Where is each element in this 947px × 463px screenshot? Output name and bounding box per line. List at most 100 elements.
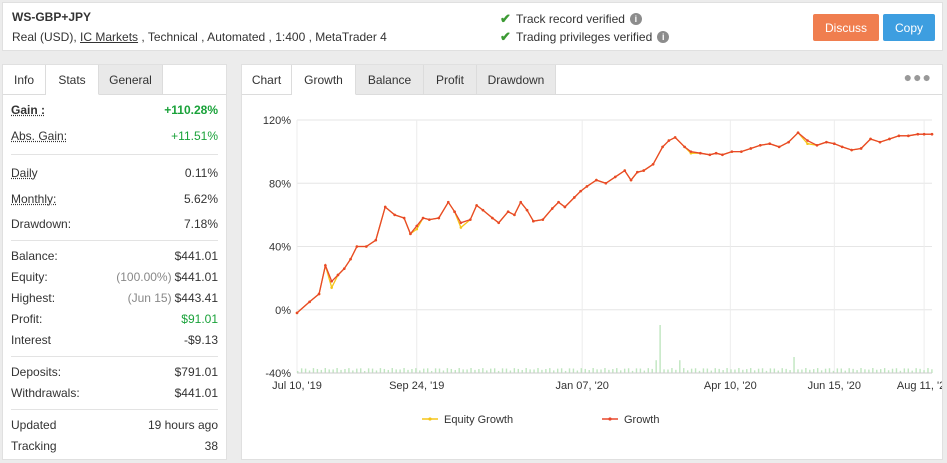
volume-bar [411, 369, 413, 373]
discuss-button[interactable]: Discuss [813, 14, 879, 41]
volume-bar [442, 370, 445, 373]
volume-bar [560, 368, 563, 373]
data-point [683, 145, 686, 149]
divider [11, 240, 218, 241]
gain-value: +110.28% [164, 103, 218, 117]
data-point [730, 150, 734, 153]
tab-chart[interactable]: Chart [242, 65, 292, 94]
legend-label: Equity Growth [444, 414, 513, 426]
volume-bar [383, 368, 386, 373]
data-point [513, 213, 516, 217]
volume-bar [876, 369, 878, 373]
x-tick-label: Jun 15, '20 [808, 380, 861, 392]
info-icon[interactable]: i [657, 31, 670, 43]
volume-bar [517, 368, 519, 373]
volume-bar [541, 369, 543, 373]
x-tick-label: Aug 11, '20 [897, 380, 942, 392]
volume-bar [379, 368, 382, 373]
volume-bar [316, 368, 319, 373]
data-point [324, 264, 327, 267]
volume-bar [430, 370, 433, 373]
divider [11, 409, 218, 410]
volume-bar [553, 370, 555, 373]
data-point [295, 311, 299, 315]
stat-equity: Equity: (100.00%) $441.01 [11, 268, 218, 286]
volume-bar [344, 368, 346, 373]
drawdown-label: Drawdown: [11, 217, 72, 231]
volume-bar [497, 370, 500, 373]
volume-bar [466, 369, 468, 373]
data-point [330, 279, 333, 283]
broker-link[interactable]: IC Markets [80, 30, 139, 44]
volume-bar [568, 368, 571, 373]
trading-privileges-label: Trading privileges verified [516, 30, 653, 44]
data-point [907, 134, 910, 138]
tab-general[interactable]: General [99, 65, 163, 94]
stat-profit: Profit: $91.01 [11, 310, 218, 328]
volume-bar [923, 370, 925, 373]
highest-label: Highest: [11, 291, 56, 305]
info-icon[interactable]: i [629, 13, 642, 25]
data-point [708, 153, 712, 157]
volume-bar [450, 368, 453, 373]
volume-bar [474, 369, 476, 373]
volume-bar [785, 368, 787, 373]
monthly-value: 5.62% [183, 192, 218, 206]
updated-label: Updated [11, 418, 57, 432]
data-point [806, 142, 809, 146]
stat-deposits: Deposits: $791.01 [11, 363, 218, 381]
volume-bar [714, 368, 716, 373]
volume-bar [663, 369, 665, 373]
data-point [383, 205, 387, 209]
abs-gain-label[interactable]: Abs. Gain: [11, 129, 68, 143]
x-tick-label: Sep 24, '19 [389, 380, 444, 392]
data-point [421, 216, 425, 220]
x-tick-label: Apr 10, '20 [704, 380, 757, 392]
volume-bar [765, 370, 768, 373]
volume-bar [820, 370, 823, 373]
monthly-label[interactable]: Monthly: [11, 192, 57, 206]
gain-label[interactable]: Gain : [11, 103, 46, 117]
volume-bar [627, 368, 630, 373]
volume-bar [777, 370, 779, 373]
volume-bar [509, 370, 512, 373]
volume-bar [470, 368, 472, 373]
volume-bar [395, 369, 397, 373]
volume-bar [576, 370, 579, 373]
stat-highest: Highest: (Jun 15) $443.41 [11, 289, 218, 307]
data-point [342, 267, 346, 270]
divider [11, 154, 218, 155]
data-point [415, 224, 419, 228]
data-point [758, 144, 762, 147]
volume-bar [490, 368, 492, 373]
volume-bar [300, 368, 303, 373]
volume-bar [612, 369, 614, 373]
volume-bar [734, 369, 736, 373]
data-point [428, 218, 431, 221]
daily-label[interactable]: Daily [11, 166, 38, 180]
data-point [525, 208, 529, 212]
account-details: , Technical , Automated , 1:400 , MetaTr… [138, 30, 387, 44]
tab-info[interactable]: Info [3, 65, 46, 94]
volume-bar [895, 368, 898, 373]
ellipsis-icon[interactable]: ●●● [903, 69, 932, 85]
volume-bar [690, 368, 693, 373]
tab-stats[interactable]: Stats [46, 65, 99, 95]
tab-profit[interactable]: Profit [424, 65, 477, 94]
volume-bar [434, 368, 437, 373]
tab-balance[interactable]: Balance [356, 65, 424, 94]
data-point [825, 140, 828, 144]
volume-bar [706, 368, 709, 373]
copy-button[interactable]: Copy [883, 14, 935, 41]
growth-chart: 120% 80% 40% 0% -40%Jul 10, '19 Sep 24, '19 Ja… [263, 115, 942, 426]
tab-drawdown[interactable]: Drawdown [477, 65, 556, 94]
volume-bar [371, 368, 374, 373]
data-point [459, 221, 463, 225]
legend-label: Growth [624, 414, 659, 426]
volume-bar [564, 370, 567, 373]
data-point [573, 196, 576, 199]
data-point [355, 245, 359, 248]
tab-growth[interactable]: Growth [292, 65, 356, 95]
data-point [308, 300, 311, 304]
abs-gain-value: +11.51% [171, 129, 218, 143]
